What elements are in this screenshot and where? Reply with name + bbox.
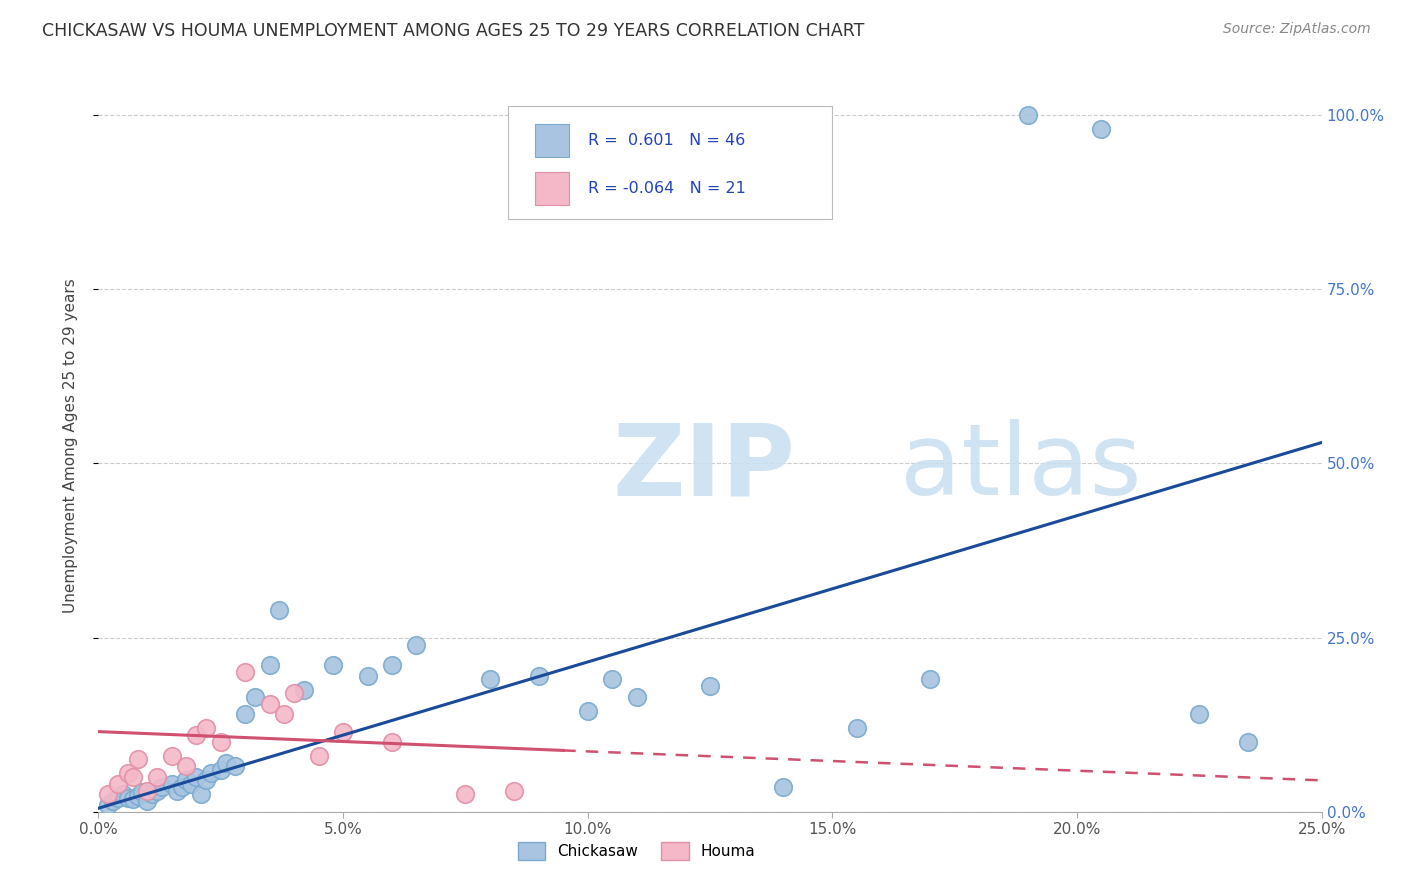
Point — [381, 658, 404, 673]
Point — [233, 665, 256, 680]
Point — [454, 787, 477, 801]
Point — [117, 766, 139, 780]
Text: CHICKASAW VS HOUMA UNEMPLOYMENT AMONG AGES 25 TO 29 YEARS CORRELATION CHART: CHICKASAW VS HOUMA UNEMPLOYMENT AMONG AG… — [42, 22, 865, 40]
Point — [136, 784, 159, 798]
Point — [107, 777, 129, 791]
Point — [322, 658, 344, 673]
Point — [131, 785, 153, 799]
FancyBboxPatch shape — [508, 106, 832, 219]
Point — [214, 756, 236, 770]
Point — [292, 682, 315, 697]
Point — [243, 690, 266, 704]
Text: ZIP: ZIP — [612, 419, 794, 516]
Point — [1188, 707, 1211, 722]
Point — [503, 784, 526, 798]
Point — [405, 638, 427, 652]
Point — [209, 763, 232, 777]
Point — [209, 735, 232, 749]
Point — [180, 777, 202, 791]
Text: Source: ZipAtlas.com: Source: ZipAtlas.com — [1223, 22, 1371, 37]
Point — [160, 777, 183, 791]
Point — [170, 780, 193, 795]
Point — [141, 787, 163, 801]
Point — [150, 780, 173, 795]
Point — [97, 797, 120, 812]
Point — [146, 770, 169, 784]
Point — [269, 603, 291, 617]
Point — [195, 721, 218, 735]
Point — [127, 789, 149, 804]
FancyBboxPatch shape — [536, 124, 569, 157]
Point — [576, 704, 599, 718]
Point — [626, 690, 648, 704]
Point — [200, 766, 222, 780]
Point — [1090, 122, 1112, 136]
Point — [332, 724, 354, 739]
Point — [97, 787, 120, 801]
FancyBboxPatch shape — [536, 171, 569, 204]
Point — [772, 780, 794, 795]
Point — [699, 679, 721, 693]
Point — [527, 669, 550, 683]
Point — [195, 773, 218, 788]
Point — [1017, 108, 1039, 122]
Point — [121, 792, 143, 806]
Y-axis label: Unemployment Among Ages 25 to 29 years: Unemployment Among Ages 25 to 29 years — [63, 278, 77, 614]
Point — [127, 752, 149, 766]
Point — [190, 787, 212, 801]
Point — [107, 790, 129, 805]
Text: atlas: atlas — [900, 419, 1142, 516]
Point — [283, 686, 305, 700]
Point — [233, 707, 256, 722]
Point — [600, 673, 623, 687]
Point — [117, 790, 139, 805]
Text: R =  0.601   N = 46: R = 0.601 N = 46 — [588, 133, 745, 148]
Point — [136, 794, 159, 808]
Point — [1237, 735, 1260, 749]
Point — [308, 749, 330, 764]
Point — [259, 697, 281, 711]
Point — [111, 787, 134, 801]
Point — [356, 669, 378, 683]
Point — [259, 658, 281, 673]
Text: R = -0.064   N = 21: R = -0.064 N = 21 — [588, 181, 745, 195]
Point — [121, 770, 143, 784]
Point — [478, 673, 501, 687]
Point — [101, 794, 124, 808]
Point — [146, 784, 169, 798]
Point — [176, 773, 198, 788]
Point — [186, 728, 208, 742]
Legend: Chickasaw, Houma: Chickasaw, Houma — [512, 837, 762, 866]
Point — [186, 770, 208, 784]
Point — [845, 721, 868, 735]
Point — [920, 673, 942, 687]
Point — [176, 759, 198, 773]
Point — [166, 784, 188, 798]
Point — [160, 749, 183, 764]
Point — [381, 735, 404, 749]
Point — [224, 759, 246, 773]
Point — [273, 707, 295, 722]
